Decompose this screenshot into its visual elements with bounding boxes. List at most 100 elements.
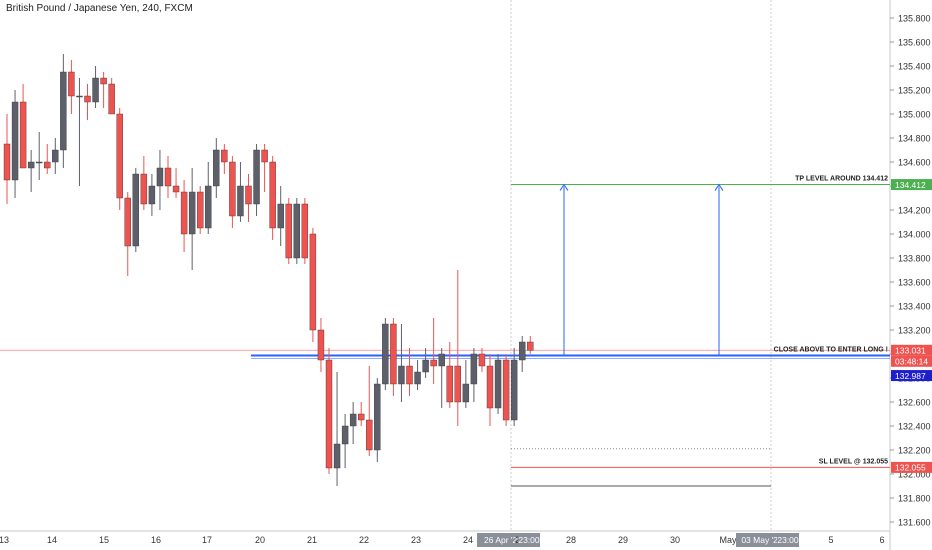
- y-tick-label: 131.600: [898, 518, 931, 528]
- candle-body: [68, 71, 75, 97]
- x-tick-label: 20: [255, 535, 265, 545]
- x-date-tag-bg: [477, 533, 529, 547]
- entry-axis-tag-bg: [891, 370, 932, 382]
- x-date-tag: 03 May '20: [741, 535, 783, 545]
- candle-body: [3, 143, 11, 181]
- x-tick-label: 22: [359, 535, 369, 545]
- candle-body: [285, 203, 292, 259]
- y-tick-label: 134.000: [898, 230, 931, 240]
- x-date-tag: 26 Apr '20: [484, 535, 522, 545]
- y-tick-label: 134.800: [898, 134, 931, 144]
- candle-body: [180, 191, 188, 235]
- candle-body: [430, 359, 437, 367]
- x-tick-label: 30: [670, 535, 680, 545]
- up-arrow-head: [714, 183, 724, 191]
- grid: [0, 0, 891, 550]
- y-tick-label: 132.400: [898, 422, 931, 432]
- candle-body: [84, 95, 91, 103]
- candle-body: [116, 113, 123, 199]
- candle-body: [188, 191, 196, 235]
- tp-level-label: TP LEVEL AROUND 134.412: [795, 176, 888, 183]
- candle-body: [172, 185, 180, 193]
- x-tick-label: 21: [307, 535, 317, 545]
- candle-body: [349, 413, 357, 427]
- x-tick-label: 6: [879, 535, 884, 545]
- candle-body: [502, 359, 510, 421]
- chart-title: British Pound / Japanese Yen, 240, FXCM: [6, 3, 193, 14]
- candle-body: [527, 341, 534, 351]
- candle-body: [454, 365, 461, 403]
- y-tick-label: 132.200: [898, 446, 931, 456]
- candle-body: [156, 167, 164, 187]
- candle-body: [196, 191, 204, 229]
- candle-body: [229, 161, 236, 217]
- level-labels: TP LEVEL AROUND 134.412 CLOSE ABOVE TO EN…: [774, 176, 888, 466]
- candle-body: [132, 173, 140, 247]
- candle-body: [221, 149, 228, 163]
- candle-body: [446, 365, 453, 403]
- current-price-tag-bg: [891, 344, 932, 356]
- tp-axis-tag-bg: [891, 179, 932, 191]
- candle-body: [36, 161, 43, 164]
- candle-body: [261, 149, 268, 163]
- candle-body: [309, 233, 317, 331]
- y-tick-label: 133.400: [898, 302, 931, 312]
- vertical-markers: [510, 0, 772, 531]
- price-axis[interactable]: 131.600 131.800 132.000 132.200 132.400 132.6…: [890, 14, 932, 528]
- candle-body: [269, 161, 276, 229]
- entry-axis-tag: 132.987: [895, 371, 926, 381]
- candle-body: [374, 383, 381, 451]
- candle-body: [11, 101, 19, 181]
- y-tick-label: 135.800: [898, 14, 931, 24]
- candle-body: [333, 443, 341, 469]
- candle-body: [366, 419, 373, 451]
- x-time-tag-text: 23:00: [777, 535, 799, 545]
- x-tick-label: 28: [566, 535, 576, 545]
- candle-body: [438, 353, 445, 367]
- candle-body: [382, 323, 389, 385]
- y-tick-label: 134.600: [898, 158, 931, 168]
- x-tick-label: 15: [99, 535, 109, 545]
- candle-body: [19, 101, 27, 169]
- candle-body: [478, 353, 486, 367]
- x-tick-label: 5: [828, 535, 833, 545]
- candle-body: [470, 353, 478, 385]
- candle-body: [140, 173, 148, 205]
- candle-body: [486, 365, 494, 409]
- x-tick-label: 16: [151, 535, 161, 545]
- candle-body: [510, 359, 518, 421]
- candle-body: [301, 203, 309, 259]
- sl-level-label: SL LEVEL @ 132.055: [819, 458, 888, 465]
- candle-body: [213, 149, 220, 187]
- sl-axis-tag: 132.055: [895, 463, 926, 473]
- y-tick-label: 135.600: [898, 38, 931, 48]
- x-time-tag-bg: [777, 533, 799, 547]
- candles: [3, 54, 534, 486]
- candle-body: [92, 77, 99, 103]
- candle-body: [519, 341, 526, 361]
- x-tick-label: 29: [618, 535, 628, 545]
- y-tick-label: 131.800: [898, 494, 931, 504]
- candle-body: [245, 185, 252, 205]
- candle-body: [148, 185, 156, 205]
- candle-body: [52, 149, 59, 163]
- y-tick-label: 135.200: [898, 86, 931, 96]
- candle-body: [205, 185, 212, 229]
- candle-body: [325, 359, 333, 469]
- candle-body: [317, 329, 325, 361]
- up-arrow-head: [559, 183, 569, 191]
- entry-level-label: CLOSE ABOVE TO ENTER LONG !: [774, 346, 888, 353]
- candle-body: [124, 197, 131, 247]
- candle-body: [100, 77, 107, 85]
- candle-body: [76, 95, 83, 98]
- projection-arrows: [559, 183, 724, 356]
- sl-axis-tag-bg: [891, 461, 932, 473]
- y-tick-label: 135.400: [898, 62, 931, 72]
- x-date-tag-bg: [736, 533, 788, 547]
- candle-body: [398, 365, 405, 385]
- candle-body: [44, 161, 51, 169]
- countdown-tag: 03:48:14: [895, 356, 928, 366]
- candle-body: [164, 167, 172, 187]
